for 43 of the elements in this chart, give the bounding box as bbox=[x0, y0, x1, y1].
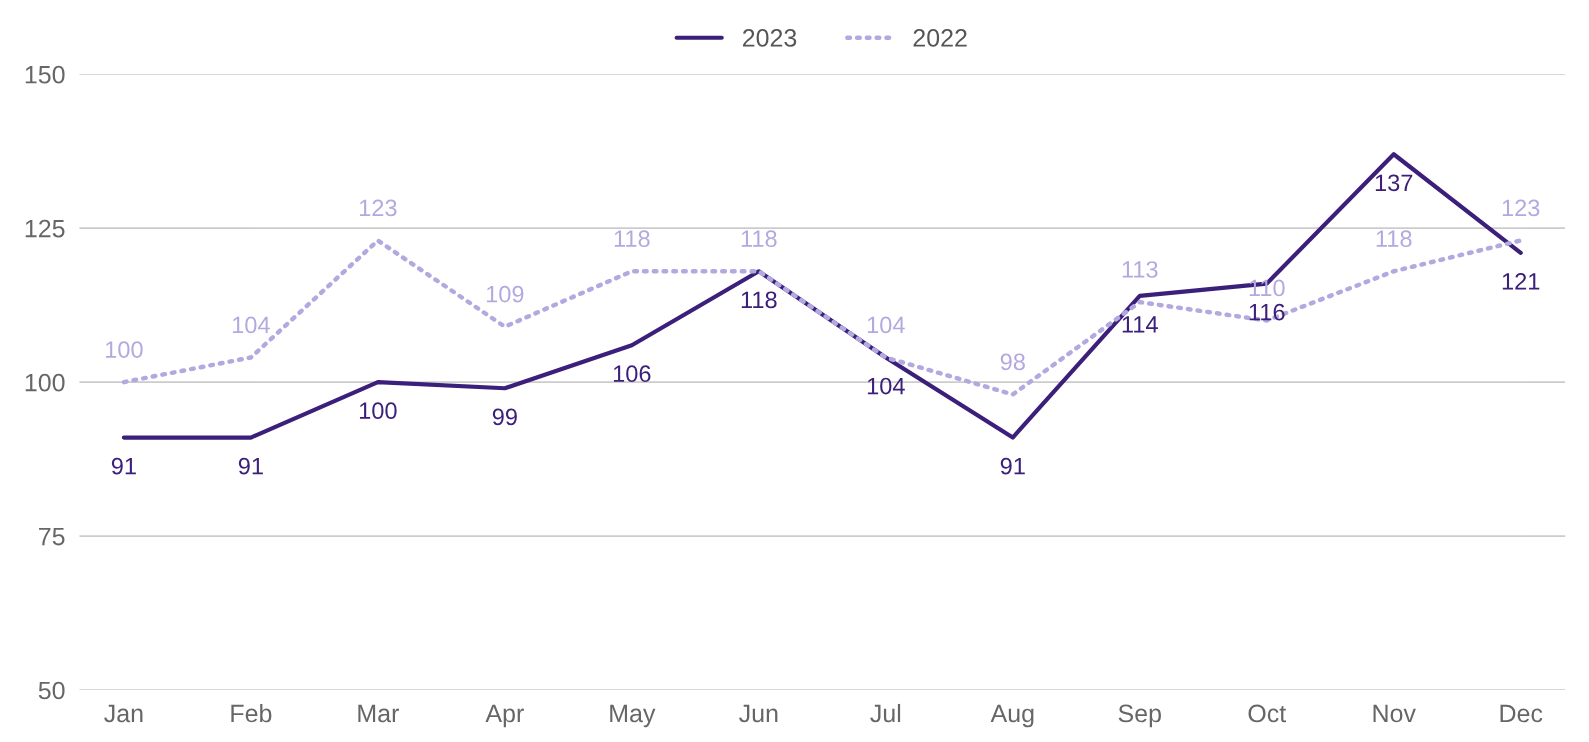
data-label: 91 bbox=[1000, 457, 1025, 475]
data-label: 118 bbox=[1376, 230, 1412, 248]
legend-label: 2022 bbox=[913, 29, 967, 47]
data-label: 104 bbox=[867, 377, 905, 395]
data-label: 99 bbox=[492, 408, 517, 426]
data-label: 100 bbox=[106, 341, 143, 358]
y-tick-label: 100 bbox=[25, 373, 65, 392]
data-label: 104 bbox=[867, 316, 905, 334]
data-label: 100 bbox=[359, 402, 397, 420]
x-tick-label: Dec bbox=[1500, 704, 1543, 723]
data-label: 137 bbox=[1375, 174, 1413, 192]
x-tick-label: Sep bbox=[1118, 704, 1161, 728]
y-tick-label: 150 bbox=[25, 65, 65, 84]
x-tick-label: Jul bbox=[870, 703, 901, 723]
y-tick-label: 75 bbox=[39, 527, 65, 546]
data-label: 104 bbox=[232, 316, 270, 334]
data-label: 116 bbox=[1249, 303, 1285, 321]
data-label: 110 bbox=[1249, 279, 1285, 297]
data-label: 114 bbox=[1122, 316, 1158, 333]
data-label: 109 bbox=[486, 285, 524, 303]
data-label: 118 bbox=[741, 291, 777, 309]
x-tick-label: Mar bbox=[358, 704, 399, 723]
y-tick-label: 125 bbox=[25, 219, 65, 238]
data-label: 113 bbox=[1122, 261, 1158, 278]
data-label: 118 bbox=[741, 230, 777, 248]
x-tick-label: Nov bbox=[1373, 704, 1416, 723]
x-tick-label: Apr bbox=[485, 704, 524, 728]
data-label: 118 bbox=[614, 230, 650, 248]
data-label: 121 bbox=[1502, 272, 1540, 290]
data-label: 91 bbox=[238, 457, 263, 475]
data-label: 123 bbox=[359, 199, 397, 217]
data-label: 123 bbox=[1502, 199, 1540, 217]
data-label: 91 bbox=[111, 457, 136, 475]
x-tick-label: Aug bbox=[990, 704, 1034, 728]
x-tick-label: May bbox=[610, 704, 656, 728]
y-tick-label: 50 bbox=[38, 681, 65, 700]
data-label: 98 bbox=[1000, 353, 1025, 371]
x-tick-label: Jan bbox=[104, 704, 143, 723]
x-tick-label: Jun bbox=[739, 704, 778, 723]
legend-label: 2023 bbox=[742, 29, 797, 47]
data-label: 106 bbox=[613, 365, 651, 383]
x-tick-label: Oct bbox=[1248, 704, 1287, 723]
x-tick-label: Feb bbox=[231, 703, 272, 723]
